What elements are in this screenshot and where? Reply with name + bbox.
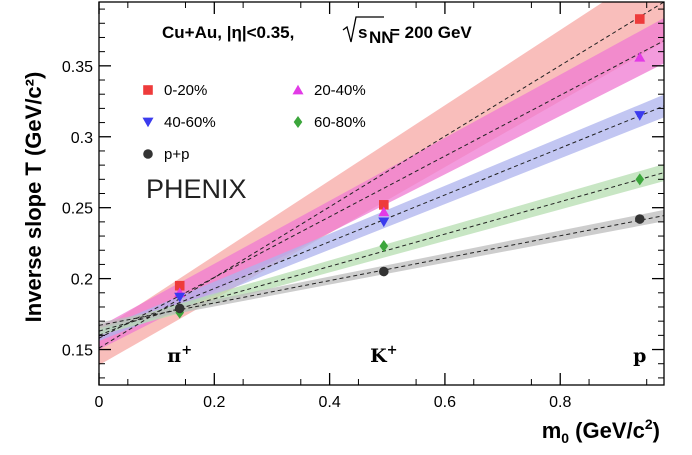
x-axis-title-sub: 0: [561, 430, 569, 446]
sqrt-symbol: [342, 16, 384, 43]
data-point-20-40: [634, 52, 646, 62]
legend-marker-60-80: [293, 116, 303, 128]
x-axis-title-close: ): [653, 418, 660, 443]
legend: 0-20% 20-40% 40-60% 60-80% p+p: [142, 82, 366, 163]
data-point-0-20: [634, 14, 645, 24]
legend-label-0-20: 0-20%: [164, 82, 207, 99]
fit-band-20-40: [99, 18, 664, 350]
y-tick-label: 0.25: [62, 201, 93, 218]
data-point-40-60: [174, 292, 186, 303]
x-axis-title-units: (GeV/c: [569, 418, 645, 443]
y-axis-title: Inverse slope T (GeV/c²): [21, 72, 46, 323]
y-tick-label: 0.35: [62, 59, 93, 76]
particle-label-p: p: [633, 345, 646, 367]
energy-value: = 200 GeV: [390, 23, 472, 42]
particle-label-kplus: K+: [370, 343, 397, 367]
data-point-60-80: [635, 173, 645, 186]
energy-subscript: NN: [369, 28, 394, 47]
data-point-60-80: [379, 239, 389, 252]
data-point-40-60: [634, 111, 646, 121]
fit-line-0-20: [99, 2, 664, 349]
axis-ticks: 0 0.2 0.4 0.6 0.8 0.15 0.2 0.25 0.3 0.35: [62, 2, 664, 411]
data-point-pplusp: [634, 214, 645, 224]
data-point-0-20: [379, 200, 389, 210]
legend-label-40-60: 40-60%: [164, 114, 216, 131]
x-tick-label: 0.4: [318, 394, 340, 411]
legend-label-pplusp: p+p: [164, 146, 189, 163]
particle-label-plus: π+: [167, 343, 192, 367]
particle-charge: +: [181, 343, 192, 358]
data-point-20-40: [378, 206, 390, 217]
data-point-pplusp: [174, 303, 185, 314]
data-point-pplusp: [379, 266, 389, 277]
energy-symbol: s: [358, 23, 367, 42]
fit-band-60-80: [99, 164, 664, 336]
legend-marker-40-60: [142, 117, 154, 128]
legend-marker-20-40: [292, 84, 304, 95]
x-axis-title: m0 (GeV/c2): [542, 416, 660, 446]
x-axis-title-main: m: [542, 418, 562, 443]
chart-header-energy: s NN = 200 GeV: [342, 16, 472, 47]
legend-marker-pplusp: [143, 149, 153, 159]
chart-header-system: Cu+Au, |η|<0.35,: [162, 23, 294, 42]
particle-charge: +: [387, 343, 398, 358]
x-tick-label: 0: [95, 394, 104, 411]
x-tick-label: 0.8: [549, 394, 571, 411]
data-points: [174, 14, 646, 319]
data-point-40-60: [378, 217, 390, 228]
y-tick-label: 0.15: [62, 343, 93, 360]
particle-labels: π+ K+ p: [167, 343, 646, 367]
x-axis-title-sup: 2: [645, 416, 653, 432]
y-tick-label: 0.3: [71, 130, 93, 147]
fit-line-20-40: [99, 40, 664, 339]
legend-label-60-80: 60-80%: [314, 114, 366, 131]
x-tick-label: 0.6: [434, 394, 456, 411]
legend-marker-0-20: [143, 85, 153, 95]
y-tick-label: 0.2: [71, 272, 93, 289]
x-tick-label: 0.2: [203, 394, 225, 411]
experiment-label: PHENIX: [146, 174, 247, 204]
data-point-0-20: [174, 280, 185, 291]
legend-label-20-40: 20-40%: [314, 82, 366, 99]
